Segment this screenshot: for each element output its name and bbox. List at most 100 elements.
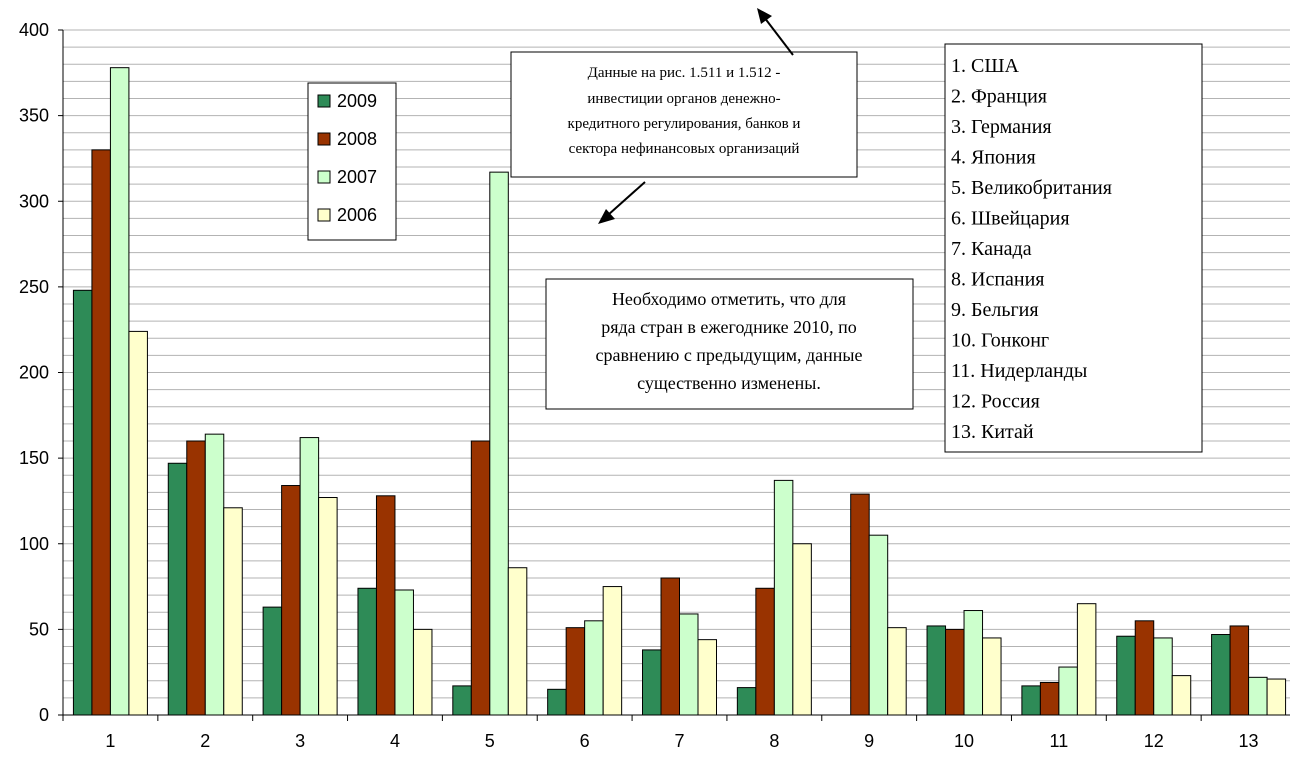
y-tick-label: 200 — [19, 363, 49, 383]
bar-2006-1 — [128, 330, 148, 716]
country-item: 4. Япония — [951, 147, 1036, 169]
bar-2009-4 — [357, 587, 377, 716]
bar-2009-5 — [452, 685, 472, 716]
bar-2009-1 — [72, 289, 93, 716]
x-tick-label: 9 — [864, 731, 874, 751]
bar-2006-9 — [887, 627, 907, 716]
note-top-line-2: инвестиции органов денежно- — [587, 91, 780, 107]
bar-2008-5 — [470, 440, 491, 716]
bar-2008-13 — [1229, 625, 1250, 716]
y-tick-label: 100 — [19, 534, 49, 554]
bar-2008-2 — [186, 440, 206, 716]
bar-2007-3 — [299, 437, 320, 716]
bar-2009-3 — [262, 606, 283, 716]
country-item: 5. Великобритания — [951, 177, 1112, 199]
bar-2006-8 — [792, 543, 812, 716]
bar-2006-3 — [318, 497, 338, 716]
bar-2006-5 — [507, 567, 528, 716]
bar-2008-6 — [565, 627, 586, 716]
bar-2009-8 — [736, 687, 757, 716]
country-item: 8. Испания — [951, 269, 1045, 291]
bar-2008-1 — [91, 149, 111, 716]
x-tick-label: 6 — [580, 731, 590, 751]
legend-label-2009: 2009 — [337, 91, 377, 111]
country-item: 1. США — [951, 55, 1020, 77]
bar-2006-12 — [1171, 675, 1192, 716]
bar-2009-10 — [926, 625, 947, 716]
legend-swatch-2006 — [317, 208, 331, 222]
country-item: 13. Китай — [951, 421, 1034, 443]
note-top-line-1: Данные на рис. 1.511 и 1.512 - — [588, 65, 781, 81]
bar-2009-12 — [1116, 635, 1136, 716]
note-top-frame — [510, 51, 858, 178]
bar-2008-4 — [375, 495, 396, 716]
bar-2008-10 — [945, 628, 965, 716]
x-tick-label: 3 — [295, 731, 305, 751]
x-tick-label: 1 — [105, 731, 115, 751]
x-tick-label: 13 — [1239, 731, 1259, 751]
x-tick-label: 5 — [485, 731, 495, 751]
x-tick-label: 7 — [674, 731, 684, 751]
bar-2009-13 — [1211, 634, 1231, 716]
note-mid: Необходимо отметить, что для ряда стран … — [545, 278, 914, 410]
legend: 2009 2008 2007 2006 — [307, 82, 397, 241]
bar-2007-11 — [1058, 666, 1078, 716]
bar-2009-7 — [642, 649, 662, 716]
x-tick-label: 4 — [390, 731, 400, 751]
legend-swatch-2008 — [317, 132, 331, 146]
bar-2007-13 — [1248, 676, 1268, 716]
country-item: 2. Франция — [951, 86, 1047, 108]
bar-2008-8 — [755, 587, 775, 716]
bar-2006-6 — [602, 586, 623, 716]
y-tick-label: 50 — [29, 619, 49, 639]
legend-swatch-2009 — [317, 94, 331, 108]
country-item: 10. Гонконг — [951, 330, 1049, 352]
note-mid-line-2: ряда стран в ежегоднике 2010, по — [601, 317, 857, 337]
country-item: 3. Германия — [951, 116, 1052, 138]
bar-2008-11 — [1039, 681, 1060, 716]
country-list-frame — [944, 43, 1203, 453]
bar-2007-4 — [394, 589, 414, 716]
note-top-line-4: сектора нефинансовых организаций — [569, 141, 800, 157]
bar-2007-12 — [1153, 637, 1173, 716]
bar-2007-5 — [489, 171, 509, 716]
y-tick-label: 0 — [39, 705, 49, 725]
bar-2009-2 — [167, 462, 188, 716]
bar-2006-11 — [1076, 603, 1097, 716]
country-item: 9. Бельгия — [951, 299, 1039, 321]
country-list: 1. США 2. Франция 3. Германия 4. Япония 5. В… — [944, 43, 1203, 453]
y-tick-label: 250 — [19, 277, 49, 297]
bar-2006-4 — [412, 628, 433, 716]
arrow-up — [757, 8, 794, 56]
note-top-line-3: кредитного регулирования, банков и — [568, 116, 801, 132]
bar-2007-1 — [109, 67, 130, 716]
bar-2006-7 — [697, 639, 717, 716]
arrow-down — [598, 181, 646, 224]
bar-2006-10 — [982, 637, 1002, 716]
bar-2007-9 — [868, 534, 889, 716]
bar-2006-2 — [223, 507, 243, 716]
note-mid-line-3: сравнению с предыдущим, данные — [596, 345, 863, 365]
y-tick-label: 400 — [19, 20, 49, 40]
note-mid-frame — [545, 278, 914, 410]
bar-2007-2 — [204, 433, 225, 716]
legend-swatch-2007 — [317, 170, 331, 184]
legend-label-2006: 2006 — [337, 205, 377, 225]
x-tick-label: 12 — [1144, 731, 1164, 751]
bar-2006-13 — [1266, 678, 1287, 716]
bar-2007-7 — [679, 613, 699, 716]
country-item: 12. Россия — [951, 391, 1040, 413]
note-mid-line-1: Необходимо отметить, что для — [612, 289, 846, 309]
bar-2008-3 — [281, 485, 301, 716]
legend-label-2007: 2007 — [337, 167, 377, 187]
note-top: Данные на рис. 1.511 и 1.512 - инвестици… — [510, 51, 858, 178]
bar-2007-8 — [773, 479, 794, 716]
bar-2007-6 — [584, 620, 604, 716]
bar-2008-9 — [850, 493, 870, 716]
country-item: 11. Нидерланды — [951, 360, 1087, 382]
note-mid-line-4: существенно изменены. — [637, 373, 821, 393]
x-tick-label: 10 — [954, 731, 974, 751]
bar-2008-7 — [660, 577, 680, 716]
